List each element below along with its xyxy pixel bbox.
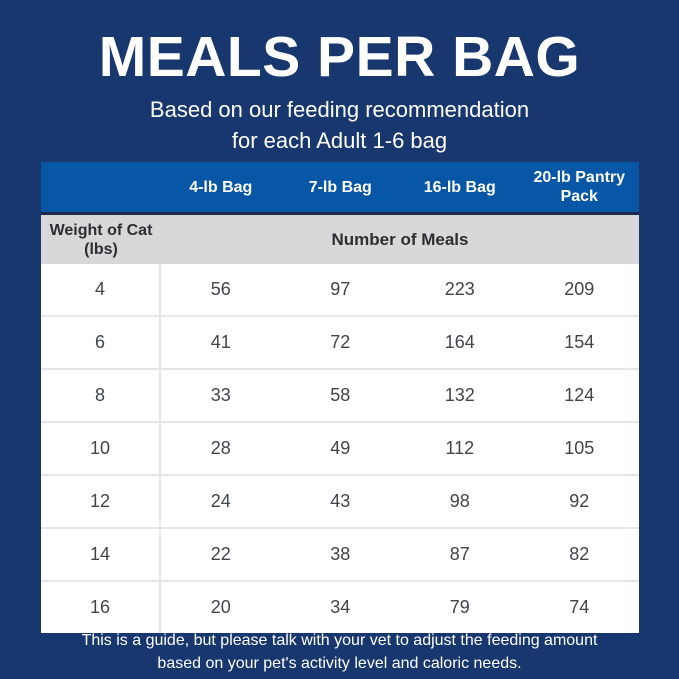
meals-cell: 105 [564,438,595,458]
weight-cell: 4 [41,264,161,315]
footer-note: This is a guide, but please talk with yo… [0,629,679,675]
meals-cell: 38 [330,544,351,564]
meals-cell: 28 [210,438,231,458]
table-row: 16 20 34 79 74 [41,580,639,633]
meals-table: 4-lb Bag 7-lb Bag 16-lb Bag 20-lb Pantry… [41,162,639,633]
subtitle: Based on our feeding recommendation for … [0,94,679,156]
meals-cell: 97 [330,279,351,299]
meals-cell: 72 [330,332,351,352]
meals-cell: 24 [210,491,231,511]
meals-cell: 22 [210,544,231,564]
column-header-16lb-bag: 16-lb Bag [423,178,496,196]
column-header-4lb-bag: 4-lb Bag [189,178,253,196]
table-row: 12 24 43 98 92 [41,474,639,527]
meals-cell: 223 [444,279,475,299]
meals-cell: 124 [564,385,595,405]
meals-cell: 87 [449,544,470,564]
meals-cell: 79 [449,597,470,617]
footer-note-line-2: based on your pet's activity level and c… [157,655,522,672]
weight-cell: 10 [41,423,161,474]
page-title: MEALS PER BAG [98,25,581,89]
footer-note-line-1: This is a guide, but please talk with yo… [81,632,598,649]
subtitle-line-1: Based on our feeding recommendation [149,97,530,122]
weight-cell: 14 [41,529,161,580]
table-corner-cell [41,162,161,212]
table-header-row: 4-lb Bag 7-lb Bag 16-lb Bag 20-lb Pantry… [41,162,639,212]
meals-cell: 43 [330,491,351,511]
meals-cell: 92 [569,491,590,511]
meals-cell: 20 [210,597,231,617]
meals-cell: 34 [330,597,351,617]
table-subheader-row: Weight of Cat (lbs) Number of Meals [41,212,639,264]
meals-cell: 58 [330,385,351,405]
table-row: 10 28 49 112 105 [41,421,639,474]
weight-of-cat-label: Weight of Cat (lbs) [49,221,153,258]
number-of-meals-label: Number of Meals [331,229,469,249]
meals-cell: 154 [564,332,595,352]
table-body: 4 56 97 223 209 6 41 72 164 154 8 33 58 … [41,264,639,633]
meals-cell: 49 [330,438,351,458]
table-row: 14 22 38 87 82 [41,527,639,580]
table-row: 8 33 58 132 124 [41,368,639,421]
meals-cell: 56 [210,279,231,299]
meals-cell: 112 [445,438,475,458]
meals-cell: 209 [564,279,595,299]
meals-cell: 98 [449,491,470,511]
weight-cell: 12 [41,476,161,527]
meals-cell: 33 [210,385,231,405]
meals-cell: 74 [569,597,590,617]
weight-cell: 6 [41,317,161,368]
weight-cell: 8 [41,370,161,421]
table-row: 4 56 97 223 209 [41,264,639,315]
meals-cell: 164 [444,332,475,352]
column-header-20lb-pantry-pack: 20-lb Pantry Pack [533,169,626,205]
subtitle-line-2: for each Adult 1-6 bag [231,128,448,153]
table-row: 6 41 72 164 154 [41,315,639,368]
weight-cell: 16 [41,582,161,633]
meals-cell: 41 [210,332,231,352]
meals-cell: 132 [444,385,475,405]
column-header-7lb-bag: 7-lb Bag [308,178,372,196]
meals-cell: 82 [569,544,590,564]
